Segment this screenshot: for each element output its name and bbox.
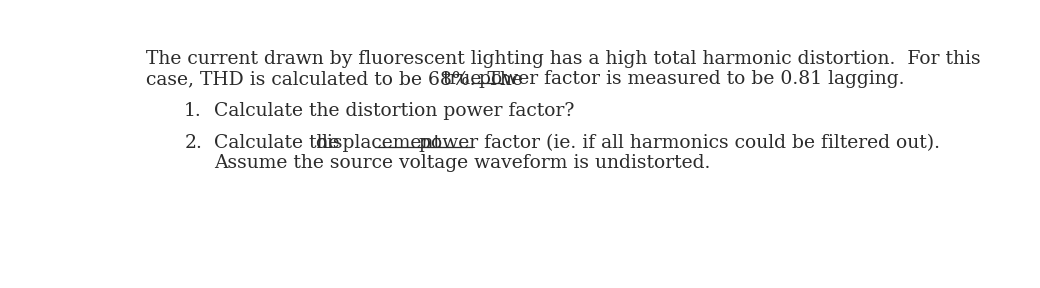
Text: case, THD is calculated to be 68%.  The: case, THD is calculated to be 68%. The [146,70,528,88]
Text: 1.: 1. [184,102,202,120]
Text: true: true [442,70,482,88]
Text: power factor is measured to be 0.81 lagging.: power factor is measured to be 0.81 lagg… [473,70,904,88]
Text: 2.: 2. [184,134,202,151]
Text: power factor (ie. if all harmonics could be filtered out).: power factor (ie. if all harmonics could… [413,134,940,152]
Text: Calculate the: Calculate the [213,134,345,151]
Text: Assume the source voltage waveform is undistorted.: Assume the source voltage waveform is un… [213,154,710,172]
Text: Calculate the distortion power factor?: Calculate the distortion power factor? [213,102,574,120]
Text: The current drawn by fluorescent lighting has a high total harmonic distortion. : The current drawn by fluorescent lightin… [146,50,980,68]
Text: displacement: displacement [315,134,442,151]
